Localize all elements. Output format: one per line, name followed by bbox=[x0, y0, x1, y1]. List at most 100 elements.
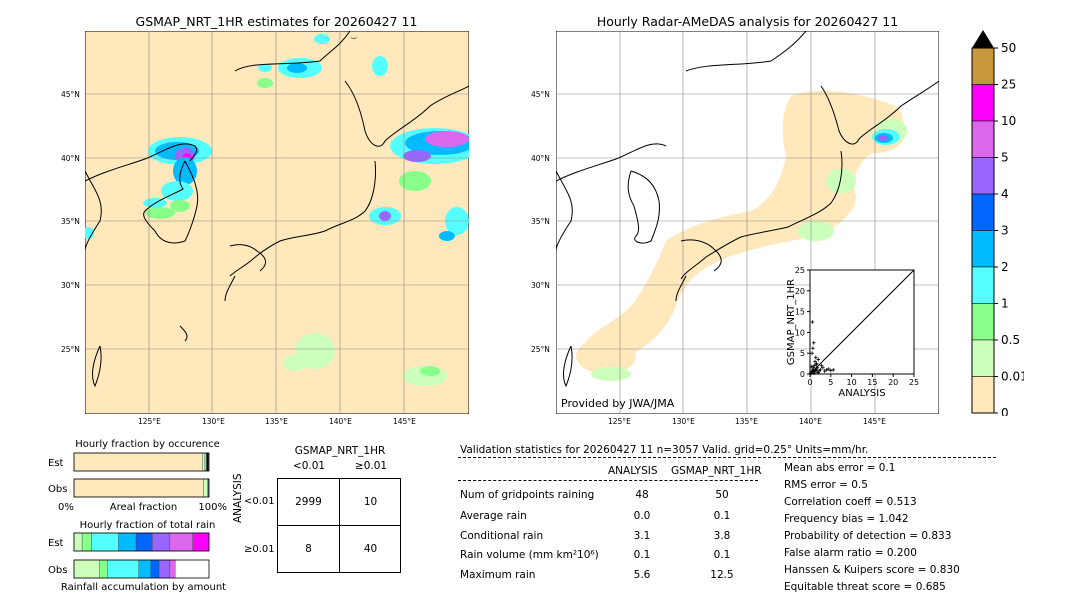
contingency-col-label: <0.01 bbox=[292, 460, 326, 472]
validation-row-analysis: 48 bbox=[635, 489, 649, 501]
right-map-credit: Provided by JWA/JMA bbox=[561, 397, 675, 410]
right-lon-label: 125°E bbox=[608, 417, 631, 426]
right-map-rain-core bbox=[872, 129, 900, 145]
validation-row-gsmap: 0.1 bbox=[713, 510, 731, 522]
validation-row-gsmap: 50 bbox=[715, 489, 729, 501]
scatter-point bbox=[814, 363, 819, 367]
colorbar-label: 5 bbox=[1001, 151, 1009, 165]
validation-row-label: Average rain bbox=[460, 510, 527, 522]
scatter-y-tick-label: 10 bbox=[795, 328, 805, 337]
scatter-point bbox=[810, 351, 814, 355]
rain-fraction-bar-segment bbox=[150, 559, 160, 579]
score-line: Frequency bias = 1.042 bbox=[784, 513, 909, 525]
validation-divider bbox=[458, 457, 996, 458]
colorbar-segment bbox=[971, 84, 995, 122]
validation-col-analysis: ANALYSIS bbox=[608, 465, 658, 477]
scatter-x-tick-label: 20 bbox=[888, 378, 898, 387]
scatter-point bbox=[821, 365, 825, 370]
contingency-cell: 40 bbox=[363, 543, 378, 555]
score-line: RMS error = 0.5 bbox=[784, 479, 868, 491]
scatter-point bbox=[815, 365, 820, 370]
scatter-point bbox=[831, 368, 836, 372]
scatter-x-tick-label: 15 bbox=[867, 378, 877, 387]
occurrence-category-label: Est bbox=[48, 458, 64, 469]
scatter-point bbox=[810, 320, 815, 324]
rain-fraction-bar-segment bbox=[107, 559, 139, 579]
scatter-point bbox=[816, 357, 821, 362]
colorbar-segment bbox=[971, 230, 995, 268]
validation-row-gsmap: 3.8 bbox=[713, 530, 731, 542]
validation-divider bbox=[458, 480, 758, 481]
contingency-table: 2999 10 8 40 bbox=[277, 478, 401, 573]
scatter-inset: 0 5 10 15 20 25 0 5 10 15 20 25 ANALYSIS GSMAP_NRT_1H… bbox=[786, 266, 919, 399]
validation-col-gsmap: GSMAP_NRT_1HR bbox=[671, 465, 762, 477]
scatter-point bbox=[824, 368, 829, 372]
scatter-y-tick-label: 20 bbox=[795, 287, 805, 296]
occurrence-bar-segment bbox=[204, 452, 207, 472]
score-line: Mean abs error = 0.1 bbox=[784, 462, 896, 474]
rain-fraction-bar-segment bbox=[91, 532, 119, 552]
left-lat-label: 45°N bbox=[61, 90, 80, 99]
occurrence-bar-frame bbox=[73, 478, 210, 498]
colorbar: 50 25 10 5 4 3 2 1 0.5 0.01 0 bbox=[971, 30, 1024, 416]
right-lat-label: 35°N bbox=[531, 217, 550, 226]
colorbar-label: 0.01 bbox=[1001, 370, 1024, 384]
occurrence-bar-segment bbox=[203, 478, 208, 498]
occurrence-bar-segment bbox=[73, 478, 204, 498]
colorbar-label: 50 bbox=[1001, 41, 1016, 55]
rain-fraction-bar-segment bbox=[73, 532, 83, 552]
colorbar-segment bbox=[971, 266, 995, 304]
left-lat-label: 35°N bbox=[61, 217, 80, 226]
rain-fraction-bar-segment bbox=[169, 559, 176, 579]
scatter-x-tick-label: 5 bbox=[828, 378, 833, 387]
scatter-point bbox=[812, 363, 816, 368]
scatter-point bbox=[818, 368, 823, 372]
right-map-title: Hourly Radar-AMeDAS analysis for 2026042… bbox=[596, 14, 899, 29]
rain-fraction-bar-segment bbox=[81, 532, 92, 552]
colorbar-segment bbox=[971, 376, 995, 414]
contingency-row-axis-label: ANALYSIS bbox=[232, 473, 244, 523]
rain-fraction-bar-segment bbox=[152, 532, 171, 552]
score-line: Equitable threat score = 0.685 bbox=[784, 581, 946, 593]
rain-fraction-bar-segment bbox=[192, 532, 210, 552]
validation-header: Validation statistics for 20260427 11 n=… bbox=[460, 444, 869, 456]
validation-row-gsmap: 12.5 bbox=[710, 569, 734, 581]
contingency-cell: 8 bbox=[305, 543, 312, 555]
scatter-y-tick-label: 5 bbox=[800, 349, 805, 358]
rain-fraction-category-label: Obs bbox=[48, 565, 67, 576]
scatter-y-tick-label: 0 bbox=[800, 370, 805, 379]
rain-fraction-title: Hourly fraction of total rain bbox=[80, 520, 216, 531]
colorbar-segment bbox=[971, 120, 995, 158]
scatter-diagonal bbox=[809, 269, 915, 375]
scatter-point bbox=[819, 363, 824, 368]
score-line: Probability of detection = 0.833 bbox=[784, 530, 952, 542]
left-map-grid bbox=[85, 31, 469, 414]
colorbar-label: 0 bbox=[1001, 406, 1009, 416]
occurrence-bar-segment bbox=[202, 452, 206, 472]
scatter-y-tick-label: 15 bbox=[795, 308, 805, 317]
rain-fraction-bar-segment bbox=[118, 532, 137, 552]
right-lon-label: 130°E bbox=[672, 417, 695, 426]
rain-fraction-bar-segment bbox=[158, 559, 171, 579]
rain-fraction-bar-segment bbox=[73, 559, 100, 579]
colorbar-label: 3 bbox=[1001, 224, 1009, 238]
validation-row-analysis: 0.0 bbox=[633, 510, 651, 522]
scatter-point bbox=[811, 346, 815, 351]
score-line: False alarm ratio = 0.200 bbox=[784, 547, 917, 559]
colorbar-label: 10 bbox=[1001, 114, 1016, 128]
contingency-row-label: <0.01 bbox=[244, 496, 275, 507]
right-lat-label: 30°N bbox=[531, 281, 550, 290]
colorbar-extend-triangle bbox=[972, 30, 994, 48]
left-lon-label: 145°E bbox=[393, 417, 416, 426]
left-lon-label: 125°E bbox=[138, 417, 161, 426]
svg-text:‿: ‿ bbox=[350, 31, 357, 39]
scatter-x-tick-label: 10 bbox=[847, 378, 857, 387]
rain-fraction-xlabel: Rainfall accumulation by amount bbox=[61, 582, 226, 593]
contingency-col-label: ≥0.01 bbox=[354, 460, 388, 472]
left-map-coastline bbox=[85, 31, 469, 388]
occurrence-bar-segment bbox=[73, 452, 203, 472]
score-line: Hanssen & Kuipers score = 0.830 bbox=[784, 564, 960, 576]
colorbar-segment bbox=[971, 157, 995, 195]
scatter-point bbox=[809, 364, 814, 369]
right-lon-label: 135°E bbox=[735, 417, 758, 426]
